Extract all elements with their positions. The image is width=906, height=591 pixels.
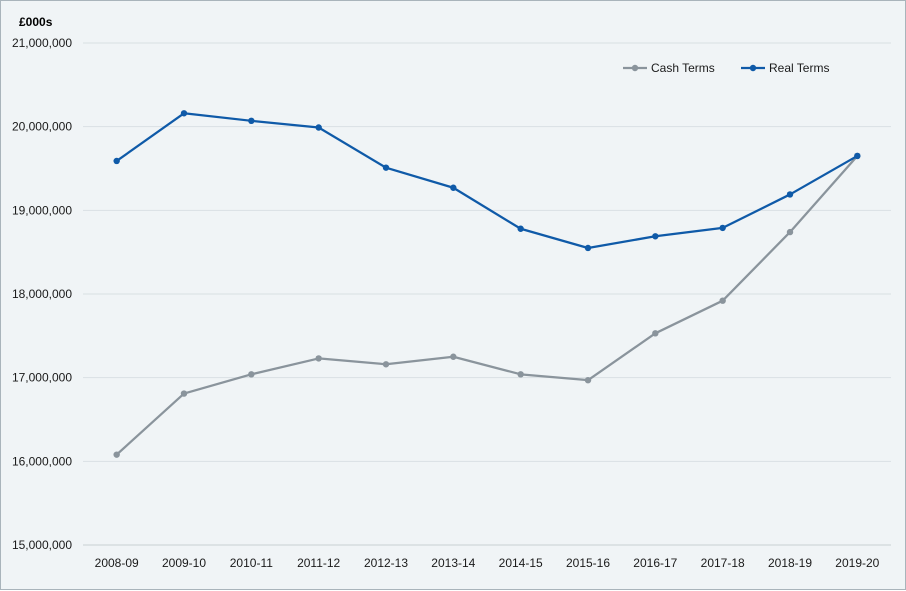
cash-terms-point bbox=[315, 355, 322, 362]
real-terms-point bbox=[584, 244, 592, 252]
y-tick-label: 16,000,000 bbox=[12, 454, 72, 468]
cash-terms-point bbox=[719, 297, 726, 304]
cash-terms-point bbox=[786, 228, 794, 236]
cash-terms-point bbox=[382, 361, 390, 368]
x-tick-label: 2008-09 bbox=[95, 556, 139, 570]
x-tick-label: 2012-13 bbox=[364, 556, 408, 570]
real-terms-line bbox=[116, 112, 858, 250]
real-terms-legend-marker bbox=[749, 64, 757, 72]
y-unit-label: £000s bbox=[19, 15, 53, 29]
y-axis-ticks: 15,000,000 16,000,000 17,000,000 18,000,000… bbox=[12, 36, 72, 552]
real-terms-point bbox=[854, 152, 861, 160]
real-terms-point bbox=[786, 191, 794, 198]
real-terms-point bbox=[450, 184, 457, 191]
gridlines bbox=[83, 42, 891, 546]
x-tick-label: 2009-10 bbox=[162, 556, 206, 570]
legend: Cash Terms Real Terms bbox=[623, 61, 829, 75]
x-tick-label: 2018-19 bbox=[768, 556, 812, 570]
series-lines bbox=[113, 110, 861, 458]
y-tick-label: 21,000,000 bbox=[12, 36, 72, 50]
x-tick-label: 2016-17 bbox=[633, 556, 677, 570]
x-tick-label: 2013-14 bbox=[431, 556, 475, 570]
cash-terms-point bbox=[450, 353, 457, 360]
real-terms-legend-label: Real Terms bbox=[769, 61, 829, 75]
real-terms-point bbox=[113, 157, 120, 165]
x-tick-label: 2011-12 bbox=[297, 556, 340, 570]
cash-terms-point bbox=[652, 330, 659, 337]
real-terms-point bbox=[248, 117, 255, 125]
real-terms-point bbox=[652, 233, 659, 240]
x-axis-ticks: 2008-09 2009-10 2010-11 2011-12 2012-13 2013-… bbox=[95, 556, 880, 570]
cash-terms-point bbox=[517, 371, 524, 378]
y-tick-label: 20,000,000 bbox=[12, 120, 72, 134]
real-terms-point bbox=[315, 124, 322, 131]
cash-terms-legend-marker bbox=[631, 64, 639, 72]
x-tick-label: 2014-15 bbox=[499, 556, 543, 570]
real-terms-point bbox=[382, 164, 390, 171]
y-tick-label: 19,000,000 bbox=[12, 203, 72, 217]
real-terms-point bbox=[719, 224, 726, 232]
cash-terms-point bbox=[180, 390, 188, 397]
y-tick-label: 15,000,000 bbox=[12, 538, 72, 552]
y-tick-label: 18,000,000 bbox=[12, 287, 72, 301]
cash-terms-point bbox=[584, 376, 592, 384]
cash-terms-point bbox=[248, 371, 255, 378]
real-terms-point bbox=[517, 225, 524, 232]
x-tick-label: 2017-18 bbox=[701, 556, 745, 570]
x-tick-label: 2015-16 bbox=[566, 556, 610, 570]
cash-terms-legend-label: Cash Terms bbox=[651, 61, 715, 75]
x-tick-label: 2010-11 bbox=[230, 556, 273, 570]
cash-terms-point bbox=[113, 451, 120, 458]
cash-terms-line bbox=[115, 155, 859, 456]
y-tick-label: 17,000,000 bbox=[12, 371, 72, 385]
real-terms-point bbox=[180, 110, 188, 117]
x-tick-label: 2019-20 bbox=[835, 556, 879, 570]
